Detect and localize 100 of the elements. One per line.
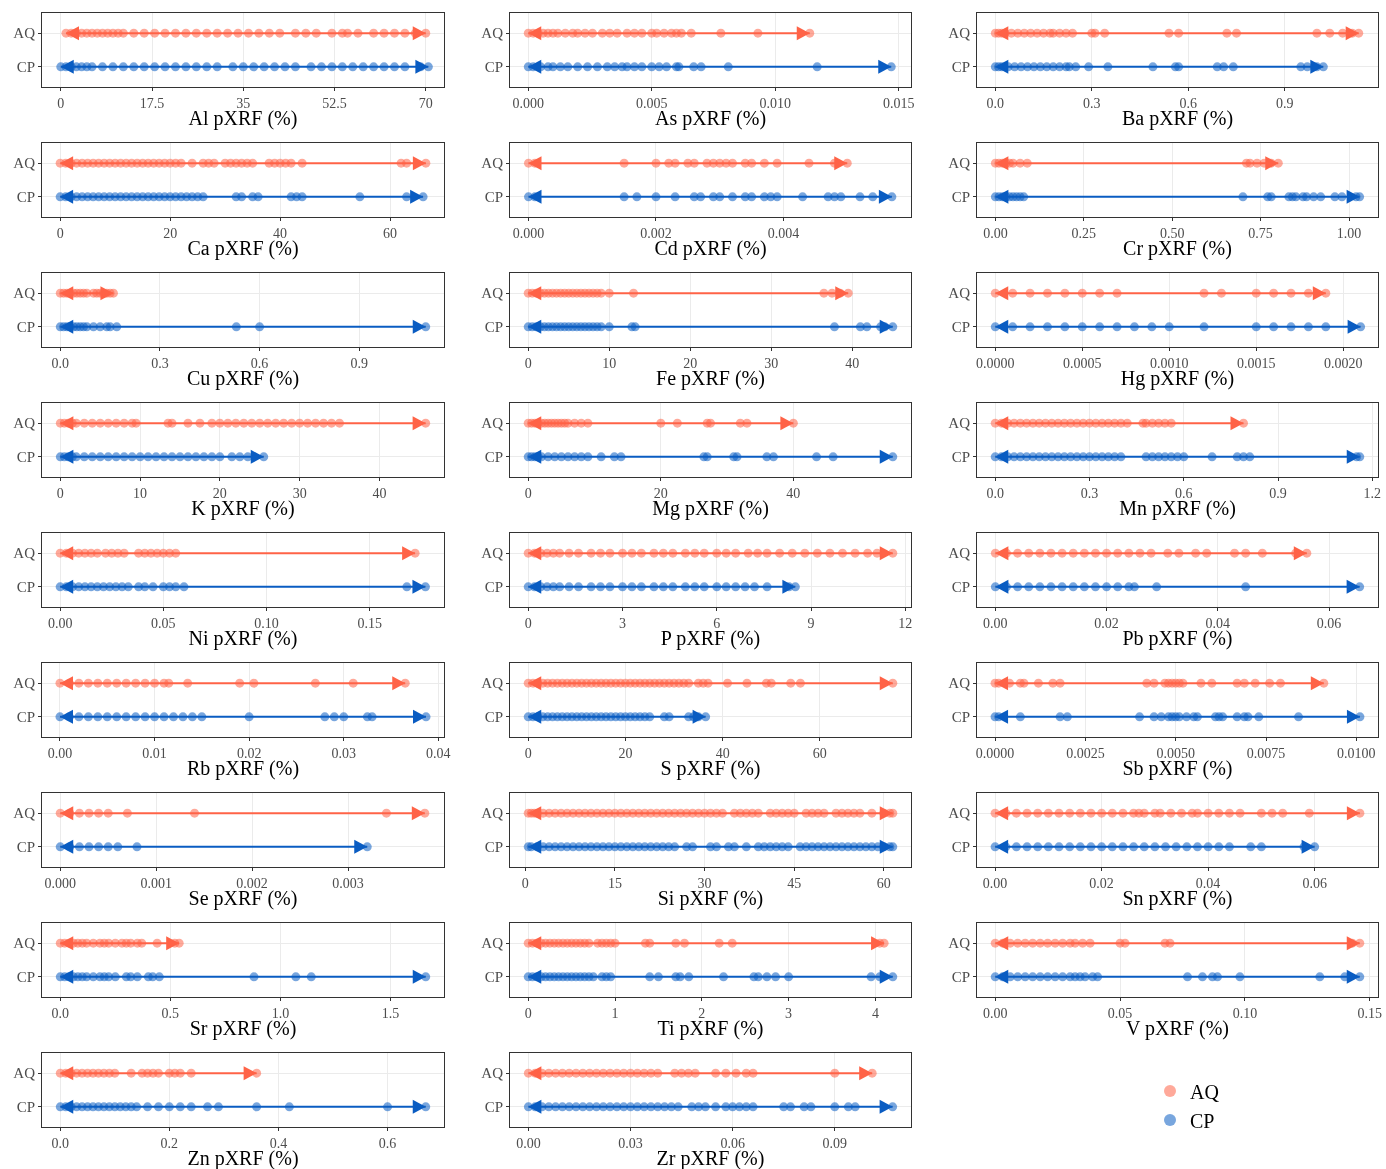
y-tick-label: AQ: [481, 25, 504, 42]
x-tick-label: 0.03: [331, 745, 356, 761]
x-tick-label: 52.5: [322, 95, 347, 111]
x-tick-label: 0.5: [161, 1005, 180, 1021]
y-tick-label: AQ: [481, 935, 504, 952]
legend-label: CP: [1190, 1109, 1215, 1132]
x-tick-label: 0.3: [1083, 95, 1101, 111]
x-tick-label: 20: [163, 225, 178, 241]
x-tick-label: 0.04: [426, 745, 451, 761]
x-tick-label: 1.5: [381, 1005, 400, 1021]
x-tick-label: 0.25: [1071, 225, 1097, 241]
x-tick-label: 0.00: [982, 1005, 1008, 1021]
y-tick-label: CP: [16, 449, 35, 466]
x-tick-label: 0: [524, 1005, 532, 1021]
x-tick-label: 0.06: [1302, 875, 1327, 891]
x-tick-label: 17.5: [139, 95, 165, 111]
y-tick-label: CP: [951, 189, 970, 206]
y-tick-label: CP: [951, 579, 970, 596]
x-tick-label: 3: [785, 1005, 793, 1021]
x-tick-label: 0: [524, 745, 532, 761]
x-tick-label: 30: [764, 355, 779, 371]
x-tick-label: 70: [418, 95, 433, 111]
y-tick-label: CP: [484, 319, 503, 336]
y-tick-label: CP: [951, 449, 970, 466]
x-tick-label: 15: [607, 875, 622, 891]
y-tick-label: CP: [951, 709, 970, 726]
y-tick-label: AQ: [481, 285, 504, 302]
x-tick-label: 40: [786, 485, 801, 501]
y-tick-label: AQ: [948, 25, 971, 42]
y-tick-label: CP: [484, 839, 503, 856]
x-tick-label: 0.2: [160, 1135, 179, 1151]
y-tick-label: AQ: [13, 25, 36, 42]
x-tick-label: 0.0: [51, 1005, 70, 1021]
x-tick-label: 40: [845, 355, 860, 371]
y-tick-label: AQ: [481, 155, 504, 172]
y-tick-label: AQ: [481, 1065, 504, 1082]
x-tick-label: 0.0: [986, 95, 1005, 111]
x-tick-label: 9: [807, 615, 815, 631]
y-tick-label: AQ: [948, 935, 971, 952]
x-tick-label: 0.6: [378, 1135, 397, 1151]
y-tick-label: AQ: [13, 285, 36, 302]
x-tick-label: 20: [618, 745, 633, 761]
x-tick-label: 0.0005: [1063, 355, 1102, 371]
x-tick-label: 0.000: [44, 875, 76, 891]
x-tick-label: 0: [524, 355, 532, 371]
x-tick-label: 10: [133, 485, 148, 501]
y-tick-label: CP: [16, 709, 35, 726]
y-tick-label: CP: [951, 319, 970, 336]
x-tick-label: 0: [521, 875, 529, 891]
y-tick-label: AQ: [481, 415, 504, 432]
y-tick-label: AQ: [948, 415, 971, 432]
x-tick-label: 0.01: [142, 745, 167, 761]
y-tick-label: CP: [951, 59, 970, 76]
x-tick-label: 0.015: [882, 95, 915, 111]
x-tick-label: 0: [524, 615, 532, 631]
y-tick-label: AQ: [13, 935, 36, 952]
x-tick-label: 0.00: [982, 875, 1008, 891]
x-tick-label: 0.09: [822, 1135, 847, 1151]
x-tick-label: 0.02: [1089, 875, 1114, 891]
y-tick-label: AQ: [481, 545, 504, 562]
x-tick-label: 0.0000: [975, 745, 1015, 761]
y-tick-label: AQ: [948, 805, 971, 822]
y-tick-label: AQ: [948, 545, 971, 562]
y-tick-label: CP: [484, 969, 503, 986]
x-tick-label: 0.00: [516, 1135, 541, 1151]
x-tick-label: 3: [619, 615, 627, 631]
x-tick-label: 0.0020: [1323, 355, 1363, 371]
x-tick-label: 1.2: [1363, 485, 1382, 501]
y-tick-label: AQ: [948, 675, 971, 692]
x-tick-label: 1: [611, 1005, 619, 1021]
x-tick-label: 60: [876, 875, 891, 891]
y-tick-label: AQ: [13, 415, 36, 432]
x-tick-label: 0.0015: [1236, 355, 1276, 371]
x-tick-label: 0.0100: [1337, 745, 1376, 761]
y-tick-label: CP: [484, 579, 503, 596]
x-tick-label: 0.00: [47, 745, 73, 761]
x-tick-label: 0.3: [1080, 485, 1099, 501]
y-tick-label: CP: [16, 319, 35, 336]
x-tick-label: 0.00: [983, 225, 1008, 241]
y-tick-label: AQ: [948, 155, 971, 172]
y-tick-label: CP: [484, 709, 503, 726]
x-tick-label: 4: [871, 1005, 879, 1021]
x-tick-label: 60: [383, 225, 398, 241]
x-tick-label: 30: [292, 485, 307, 501]
x-tick-label: 0.0: [51, 355, 70, 371]
y-tick-label: CP: [951, 969, 970, 986]
y-tick-label: AQ: [13, 1065, 36, 1082]
x-tick-label: 1.00: [1336, 225, 1362, 241]
x-tick-label: 12: [898, 615, 913, 631]
x-tick-label: 0.9: [350, 355, 369, 371]
x-tick-label: 0.15: [357, 615, 382, 631]
x-tick-label: 0.000: [512, 95, 545, 111]
x-tick-label: 0.0: [51, 1135, 70, 1151]
x-tick-label: 0: [524, 485, 532, 501]
x-tick-label: 0.0075: [1246, 745, 1286, 761]
x-tick-label: 0.001: [140, 875, 172, 891]
y-tick-label: CP: [16, 579, 35, 596]
x-tick-label: 0.05: [151, 615, 176, 631]
y-tick-label: CP: [484, 189, 503, 206]
x-tick-label: 0.9: [1275, 95, 1294, 111]
